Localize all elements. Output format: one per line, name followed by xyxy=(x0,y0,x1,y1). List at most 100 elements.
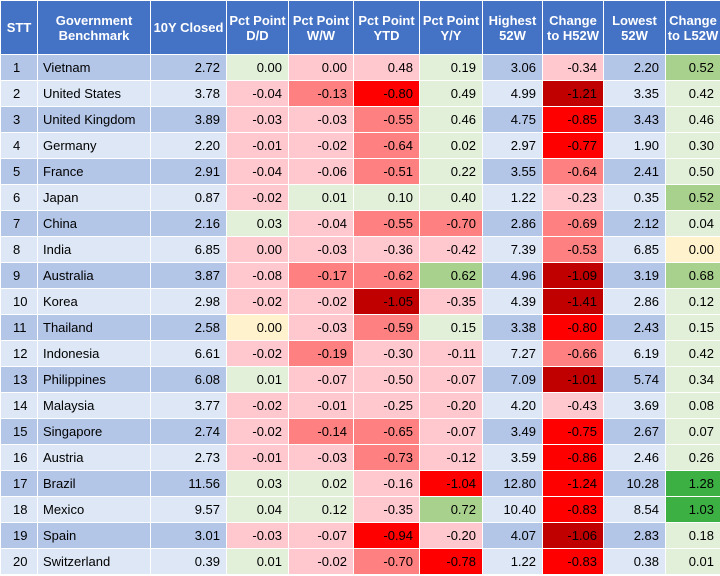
table-row: 15 Singapore 2.74 -0.02 -0.14 -0.65 -0.07 3.49-… xyxy=(0,418,720,445)
cell-stt: 5 xyxy=(0,158,38,185)
cell-pct-ytd: -0.50 xyxy=(353,366,420,393)
cell-lowest-52w: 2.43 xyxy=(603,314,666,341)
cell-change-h52w: -0.34 xyxy=(542,54,604,81)
cell-pct-dd: 0.00 xyxy=(226,314,289,341)
header-label: Change to L52W xyxy=(667,12,719,43)
cell-change-l52w: 0.34 xyxy=(665,366,720,393)
cell-pct-ytd: -0.94 xyxy=(353,522,420,549)
cell-pct-yy: -0.78 xyxy=(419,548,483,575)
header-yy: Pct Point Y/Y xyxy=(419,0,483,55)
cell-pct-yy: -0.70 xyxy=(419,210,483,237)
cell-pct-yy: 0.22 xyxy=(419,158,483,185)
cell-stt: 20 xyxy=(0,548,38,575)
table-row: 20 Switzerland 0.39 0.01 -0.02 -0.70 -0.78 1.22… xyxy=(0,548,720,575)
cell-pct-dd: 0.03 xyxy=(226,210,289,237)
cell-change-l52w: 0.04 xyxy=(665,210,720,237)
cell-pct-dd: 0.04 xyxy=(226,496,289,523)
header-label: Lowest 52W xyxy=(612,12,657,43)
table-body: 1 Vietnam 2.72 0.00 0.00 0.48 0.19 3.06 -0.34 2.2… xyxy=(0,54,720,575)
table-row: 8 India 6.85 0.00 -0.03 -0.36 -0.42 7.39 -0.53 6.… xyxy=(0,236,720,263)
header-dd: Pct Point D/D xyxy=(226,0,289,55)
cell-stt: 6 xyxy=(0,184,38,211)
header-closed: 10Y Closed xyxy=(150,0,227,55)
cell-pct-dd: 0.01 xyxy=(226,548,289,575)
cell-10y-closed: 2.98 xyxy=(150,288,227,315)
cell-pct-dd: -0.02 xyxy=(226,418,289,445)
cell-pct-yy: 0.02 xyxy=(419,132,483,159)
cell-highest-52w: 4.20 xyxy=(482,392,543,419)
cell-change-l52w: 0.30 xyxy=(665,132,720,159)
cell-pct-yy: -0.07 xyxy=(419,366,483,393)
cell-pct-ww: -0.01 xyxy=(288,392,354,419)
cell-change-h52w: -1.01 xyxy=(542,366,604,393)
cell-lowest-52w: 0.35 xyxy=(603,184,666,211)
cell-pct-dd: -0.04 xyxy=(226,158,289,185)
cell-change-l52w: 0.15 xyxy=(665,314,720,341)
cell-change-l52w: 0.46 xyxy=(665,106,720,133)
cell-pct-ytd: -0.64 xyxy=(353,132,420,159)
cell-pct-ytd: -0.30 xyxy=(353,340,420,367)
cell-10y-closed: 3.87 xyxy=(150,262,227,289)
header-change-high: Change to H52W xyxy=(542,0,604,55)
cell-highest-52w: 3.59 xyxy=(482,444,543,471)
cell-pct-ytd: -0.73 xyxy=(353,444,420,471)
table-row: 9 Australia 3.87 -0.08 -0.17 -0.62 0.62 4.96 -1.… xyxy=(0,262,720,289)
cell-pct-dd: -0.03 xyxy=(226,522,289,549)
cell-stt: 4 xyxy=(0,132,38,159)
cell-stt: 16 xyxy=(0,444,38,471)
cell-pct-yy: 0.40 xyxy=(419,184,483,211)
cell-stt: 3 xyxy=(0,106,38,133)
cell-pct-dd: 0.00 xyxy=(226,236,289,263)
cell-pct-ww: -0.07 xyxy=(288,522,354,549)
cell-change-l52w: 1.28 xyxy=(665,470,720,497)
cell-lowest-52w: 8.54 xyxy=(603,496,666,523)
cell-pct-dd: -0.04 xyxy=(226,80,289,107)
cell-change-l52w: 0.08 xyxy=(665,392,720,419)
cell-change-h52w: -1.41 xyxy=(542,288,604,315)
cell-highest-52w: 1.22 xyxy=(482,548,543,575)
cell-change-h52w: -0.75 xyxy=(542,418,604,445)
cell-change-l52w: 0.68 xyxy=(665,262,720,289)
cell-highest-52w: 3.49 xyxy=(482,418,543,445)
cell-highest-52w: 3.55 xyxy=(482,158,543,185)
cell-pct-ww: 0.02 xyxy=(288,470,354,497)
cell-pct-ww: -0.07 xyxy=(288,366,354,393)
cell-highest-52w: 2.97 xyxy=(482,132,543,159)
cell-10y-closed: 2.73 xyxy=(150,444,227,471)
cell-lowest-52w: 5.74 xyxy=(603,366,666,393)
cell-change-h52w: -1.09 xyxy=(542,262,604,289)
cell-10y-closed: 6.61 xyxy=(150,340,227,367)
cell-pct-ww: -0.02 xyxy=(288,132,354,159)
table-row: 19 Spain 3.01 -0.03 -0.07 -0.94 -0.20 4.07 -1.06… xyxy=(0,522,720,549)
header-row: STT Government Benchmark 10Y Closed Pct … xyxy=(0,0,720,55)
cell-highest-52w: 10.40 xyxy=(482,496,543,523)
cell-stt: 12 xyxy=(0,340,38,367)
header-label: Pct Point D/D xyxy=(229,12,286,43)
cell-country: Austria xyxy=(37,444,151,471)
cell-change-h52w: -1.21 xyxy=(542,80,604,107)
table-row: 16 Austria 2.73 -0.01 -0.03 -0.73 -0.12 3.59 -0.… xyxy=(0,444,720,471)
cell-pct-dd: -0.02 xyxy=(226,392,289,419)
cell-country: Mexico xyxy=(37,496,151,523)
table-row: 10 Korea 2.98 -0.02 -0.02 -1.05 -0.35 4.39 -1.41… xyxy=(0,288,720,315)
cell-10y-closed: 2.16 xyxy=(150,210,227,237)
cell-change-h52w: -0.43 xyxy=(542,392,604,419)
table-row: 3 United Kingdom 3.89 -0.03 -0.03 -0.55 0.46 4.… xyxy=(0,106,720,133)
cell-pct-ww: 0.12 xyxy=(288,496,354,523)
cell-pct-dd: -0.02 xyxy=(226,184,289,211)
cell-highest-52w: 2.86 xyxy=(482,210,543,237)
cell-change-h52w: -0.83 xyxy=(542,496,604,523)
cell-country: Thailand xyxy=(37,314,151,341)
cell-country: Australia xyxy=(37,262,151,289)
header-high: Highest 52W xyxy=(482,0,543,55)
cell-10y-closed: 0.87 xyxy=(150,184,227,211)
cell-lowest-52w: 2.83 xyxy=(603,522,666,549)
cell-pct-yy: 0.62 xyxy=(419,262,483,289)
cell-10y-closed: 3.77 xyxy=(150,392,227,419)
cell-change-h52w: -1.24 xyxy=(542,470,604,497)
cell-10y-closed: 0.39 xyxy=(150,548,227,575)
cell-stt: 9 xyxy=(0,262,38,289)
cell-pct-ww: -0.14 xyxy=(288,418,354,445)
cell-lowest-52w: 2.86 xyxy=(603,288,666,315)
cell-pct-yy: 0.19 xyxy=(419,54,483,81)
